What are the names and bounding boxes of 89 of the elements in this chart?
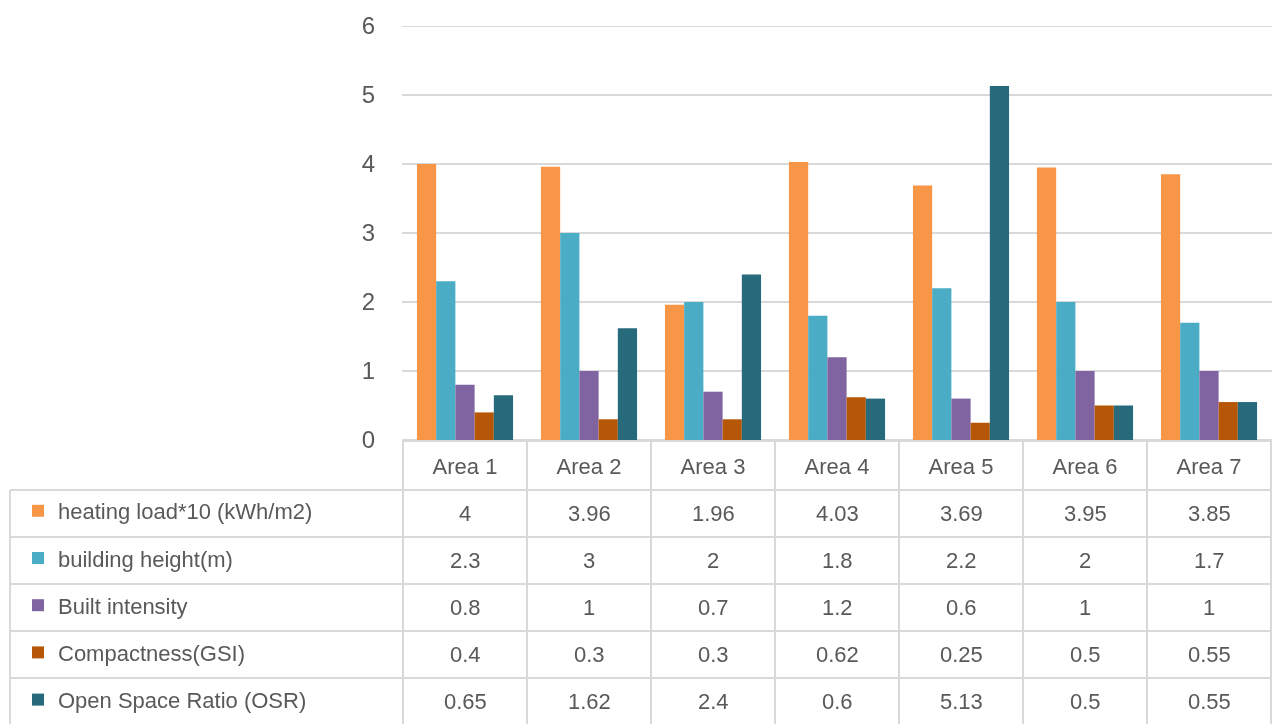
- data-label: 4: [459, 501, 472, 526]
- x-tick-label: Area 5: [928, 454, 994, 480]
- data-label: 0.55: [1188, 689, 1231, 714]
- y-tick-label: 1: [361, 357, 375, 385]
- data-label: 0.55: [1188, 642, 1231, 667]
- bar: [436, 281, 456, 440]
- bar: [560, 233, 580, 440]
- data-label: 0.65: [444, 689, 487, 714]
- x-tick-label: Area 3: [680, 454, 746, 480]
- bar: [741, 274, 762, 440]
- bar: [970, 422, 990, 440]
- bar: [846, 397, 866, 440]
- bar: [455, 384, 475, 440]
- data-label: 1.8: [822, 548, 853, 573]
- data-label: 0.6: [822, 689, 853, 714]
- data-label: 1: [1203, 595, 1216, 620]
- data-label: 1.7: [1194, 548, 1225, 573]
- bar: [416, 164, 437, 440]
- bar: [989, 86, 1010, 440]
- bar: [1180, 322, 1200, 440]
- data-label: 3.95: [1064, 501, 1107, 526]
- bar: [664, 304, 685, 440]
- data-label: 2.3: [450, 548, 481, 573]
- data-label: 3.96: [568, 501, 611, 526]
- bar: [598, 419, 618, 440]
- data-label: 0.7: [698, 595, 729, 620]
- data-label: 0.3: [698, 642, 729, 667]
- y-tick-label: 0: [361, 426, 375, 454]
- x-tick-label: Area 7: [1176, 454, 1242, 480]
- data-label: 1: [583, 595, 596, 620]
- bar: [827, 357, 847, 440]
- data-label: 2.4: [698, 689, 729, 714]
- data-label: 3: [583, 548, 596, 573]
- bar: [788, 161, 809, 440]
- y-tick-label: 5: [361, 81, 375, 109]
- data-label: 3.69: [940, 501, 983, 526]
- bar: [493, 395, 514, 440]
- y-tick-label: 2: [361, 288, 375, 316]
- x-tick-label: Area 4: [804, 454, 870, 480]
- y-tick-label: 4: [361, 150, 375, 178]
- bar: [540, 166, 561, 440]
- bar: [617, 328, 638, 440]
- data-label: 0.4: [450, 642, 481, 667]
- data-label: 1: [1079, 595, 1092, 620]
- bar: [1218, 402, 1238, 440]
- legend-label: Built intensity: [58, 593, 188, 619]
- bar: [1075, 371, 1095, 440]
- data-label: 2.2: [946, 548, 977, 573]
- data-label: 3.85: [1188, 501, 1231, 526]
- bar: [1160, 174, 1181, 440]
- bar: [1056, 302, 1076, 440]
- legend-label: Compactness(GSI): [58, 640, 246, 666]
- data-label: 1.62: [568, 689, 611, 714]
- bar: [951, 398, 971, 440]
- data-label: 1.96: [692, 501, 735, 526]
- bar: [1113, 405, 1134, 440]
- data-label: 0.8: [450, 595, 481, 620]
- data-label: 0.5: [1070, 642, 1101, 667]
- bar: [579, 371, 599, 440]
- bar: [865, 398, 886, 440]
- bar: [912, 185, 933, 440]
- data-label: 1.2: [822, 595, 853, 620]
- bar: [1237, 402, 1258, 440]
- bar: [474, 412, 494, 440]
- bar: [932, 288, 952, 440]
- bar: [684, 302, 704, 440]
- data-label: 0.6: [946, 595, 977, 620]
- data-label: 0.5: [1070, 689, 1101, 714]
- data-label: 4.03: [816, 501, 859, 526]
- x-tick-label: Area 6: [1052, 454, 1118, 480]
- x-tick-label: Area 2: [556, 454, 622, 480]
- x-tick-label: Area 1: [432, 454, 498, 480]
- y-tick-label: 3: [361, 219, 375, 247]
- legend-label: heating load*10 (kWh/m2): [58, 499, 313, 525]
- bar: [1094, 405, 1114, 440]
- bar: [808, 315, 828, 440]
- data-label: 2: [707, 548, 720, 573]
- data-label: 0.25: [940, 642, 983, 667]
- legend-label: building height(m): [58, 546, 233, 572]
- bar: [703, 391, 723, 440]
- bar: [1199, 371, 1219, 440]
- y-tick-label: 6: [361, 12, 375, 40]
- legend-label: Open Space Ratio (OSR): [58, 688, 307, 714]
- data-label: 5.13: [940, 689, 983, 714]
- bar: [1036, 167, 1057, 440]
- data-label: 0.3: [574, 642, 605, 667]
- data-label: 0.62: [816, 642, 859, 667]
- data-label: 2: [1079, 548, 1092, 573]
- bar: [722, 419, 742, 440]
